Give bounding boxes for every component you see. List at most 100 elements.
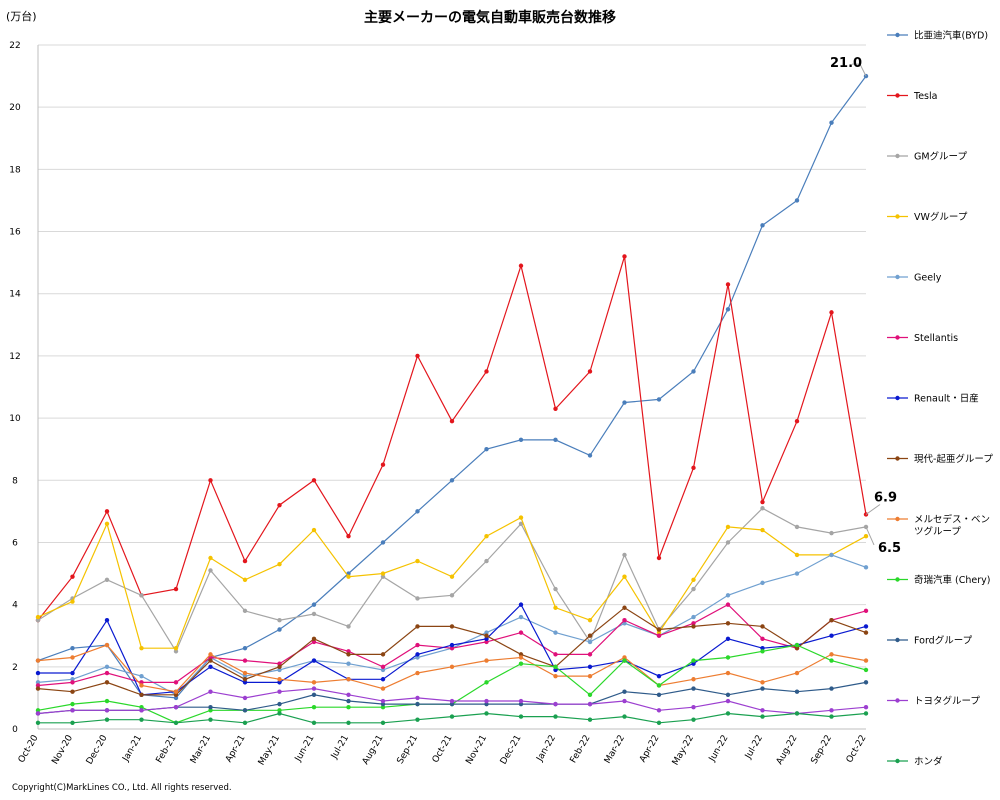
data-point [35, 680, 41, 685]
data-point [760, 527, 765, 533]
data-point [863, 624, 869, 629]
data-point [380, 667, 386, 673]
data-point [691, 586, 696, 592]
annotation-label: 6.9 [874, 490, 897, 505]
data-point [553, 714, 558, 719]
data-point [380, 652, 386, 657]
data-point [346, 720, 351, 725]
data-point [518, 614, 524, 620]
data-point [794, 670, 800, 676]
data-point [70, 720, 75, 725]
data-point [725, 593, 731, 598]
data-point [35, 614, 41, 620]
data-point [449, 478, 455, 483]
x-tick-label: Dec-21 [499, 734, 524, 767]
data-point [311, 692, 317, 697]
data-point [760, 223, 765, 228]
data-point [173, 645, 179, 651]
data-point [829, 658, 834, 663]
data-point [346, 534, 351, 539]
data-point [484, 658, 489, 663]
data-point [760, 714, 765, 719]
data-point [622, 574, 627, 579]
data-point [449, 574, 455, 579]
x-tick-label: May-21 [257, 734, 282, 768]
data-point [380, 698, 386, 704]
data-point [415, 353, 420, 359]
data-point [760, 636, 765, 642]
data-point [173, 720, 179, 725]
annotation-leader [865, 526, 875, 546]
data-point [863, 630, 869, 635]
data-point [691, 369, 696, 374]
data-point [691, 705, 696, 710]
y-tick-label: 20 [9, 103, 21, 113]
legend-marker [895, 274, 900, 280]
x-tick-label: Feb-21 [155, 734, 179, 766]
x-tick-label: Jan-22 [535, 734, 558, 765]
data-point [346, 624, 351, 629]
data-point [794, 524, 800, 530]
data-point [70, 680, 75, 685]
data-point [656, 692, 662, 697]
data-point [587, 652, 593, 657]
series-line [37, 507, 867, 653]
data-point [346, 705, 351, 710]
data-point [587, 617, 593, 623]
annotation-leader [852, 63, 867, 77]
data-point [104, 577, 110, 582]
axes: 0 2 4 6 8 10 12 14 16 18 20 22 Oct-20 Nov-20 Dec-20 Jan… [9, 41, 868, 767]
data-point [35, 658, 41, 663]
data-point [484, 701, 489, 707]
data-point [104, 664, 110, 670]
legend-marker [895, 577, 900, 582]
data-point [760, 499, 765, 505]
data-point [104, 642, 110, 648]
data-point [587, 717, 593, 722]
data-point [518, 698, 524, 704]
data-point [863, 565, 869, 570]
data-point [380, 720, 386, 725]
data-point [622, 698, 627, 704]
data-point [829, 714, 834, 719]
data-point [725, 711, 731, 716]
data-point [35, 617, 41, 623]
legend-marker [895, 93, 900, 98]
data-point [449, 664, 455, 670]
data-point [794, 552, 800, 558]
legend-item-3: VWグループ [887, 211, 968, 223]
data-point [311, 611, 317, 617]
data-point [70, 645, 75, 651]
data-point [104, 717, 110, 722]
data-point [587, 633, 593, 638]
data-point [760, 649, 765, 654]
data-point [829, 552, 834, 558]
series-12 [35, 711, 869, 725]
data-point [829, 617, 834, 623]
data-point [311, 658, 317, 663]
data-point [277, 617, 282, 623]
data-point [587, 673, 593, 679]
data-point [277, 689, 282, 694]
data-point [656, 673, 662, 679]
data-point [104, 521, 110, 526]
data-point [484, 558, 489, 564]
data-point [415, 701, 420, 707]
data-point [725, 692, 731, 697]
data-point [691, 686, 696, 691]
data-point [277, 701, 282, 707]
series-7 [35, 605, 869, 697]
data-point [173, 689, 179, 694]
legend-marker [895, 32, 900, 38]
data-point [242, 645, 248, 651]
data-point [311, 705, 317, 710]
data-point [277, 664, 282, 670]
data-point [622, 254, 627, 259]
data-point [173, 586, 179, 592]
data-point [518, 263, 524, 268]
data-point [518, 521, 524, 526]
x-tick-label: Oct-21 [431, 734, 455, 765]
data-point [173, 692, 179, 697]
data-point [415, 652, 420, 657]
data-point [863, 608, 869, 614]
